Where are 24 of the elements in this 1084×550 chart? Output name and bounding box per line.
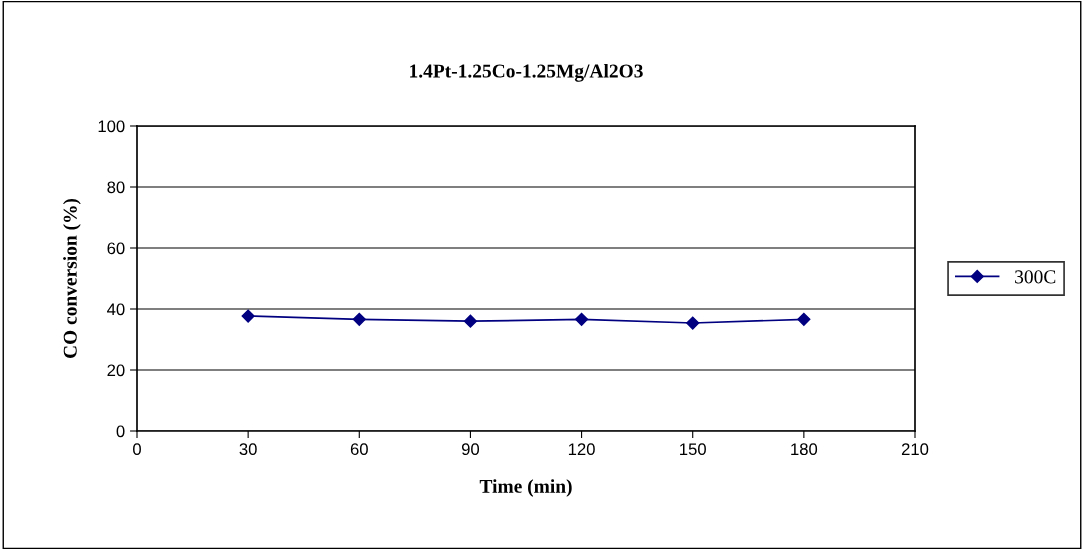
y-tick-label: 20 — [107, 364, 125, 377]
chart-title: 1.4Pt-1.25Co-1.25Mg/Al2O3 — [410, 63, 643, 82]
y-tick-label: 0 — [116, 425, 125, 438]
point — [352, 312, 366, 326]
y-tick-label: 100 — [98, 120, 125, 133]
x-tick-label: 150 — [680, 443, 706, 456]
legend-label: 300C — [1015, 270, 1056, 284]
x-tick-label: 180 — [791, 443, 818, 456]
y-axis-title: CO conversion (%) — [63, 198, 81, 359]
point — [241, 309, 255, 323]
point — [574, 312, 589, 326]
x-tick-label: 90 — [461, 443, 480, 456]
x-axis-title: Time (min) — [479, 479, 572, 497]
x-tick-label: 30 — [239, 443, 257, 456]
x-tick-label: 0 — [133, 443, 141, 456]
point — [463, 314, 478, 328]
y-tick-label: 80 — [107, 181, 125, 194]
point — [797, 312, 811, 326]
x-tick-label: 210 — [901, 443, 929, 456]
y-tick-label: 40 — [107, 303, 125, 316]
x-tick-label: 60 — [350, 443, 368, 456]
x-tick-label: 120 — [568, 443, 595, 456]
y-tick-label: 60 — [107, 242, 125, 255]
point — [686, 316, 700, 330]
